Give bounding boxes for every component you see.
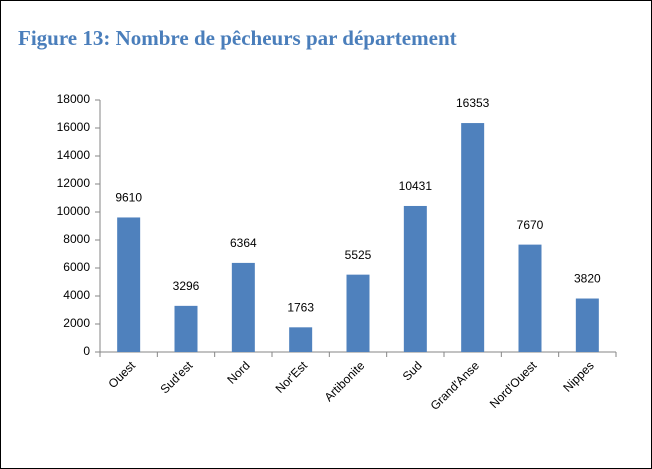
y-tick-label: 16000 — [57, 120, 91, 134]
data-label: 10431 — [399, 179, 433, 193]
data-label: 16353 — [456, 96, 490, 110]
y-tick-label: 14000 — [57, 148, 91, 162]
bar — [231, 262, 255, 352]
y-tick-label: 12000 — [57, 176, 91, 190]
data-label: 6364 — [230, 236, 257, 250]
bar — [461, 123, 485, 352]
bar — [346, 274, 370, 352]
bar — [117, 217, 141, 352]
bar — [575, 298, 599, 352]
y-tick-label: 4000 — [63, 288, 90, 302]
data-label: 7670 — [517, 218, 544, 232]
bar — [518, 244, 542, 352]
bar — [174, 305, 198, 352]
y-tick-label: 10000 — [57, 204, 91, 218]
y-tick-label: 6000 — [63, 260, 90, 274]
data-label: 1763 — [287, 300, 314, 314]
data-label: 3820 — [574, 272, 601, 286]
y-tick-label: 8000 — [63, 232, 90, 246]
chart-title: Figure 13: Nombre de pêcheurs par départ… — [18, 26, 457, 50]
data-label: 9610 — [115, 191, 142, 205]
y-tick-label: 2000 — [63, 316, 90, 330]
bar — [403, 205, 427, 352]
data-label: 5525 — [345, 248, 372, 262]
y-tick-label: 0 — [83, 344, 90, 358]
y-tick-label: 18000 — [57, 92, 91, 106]
bar — [289, 327, 313, 352]
data-label: 3296 — [173, 279, 200, 293]
